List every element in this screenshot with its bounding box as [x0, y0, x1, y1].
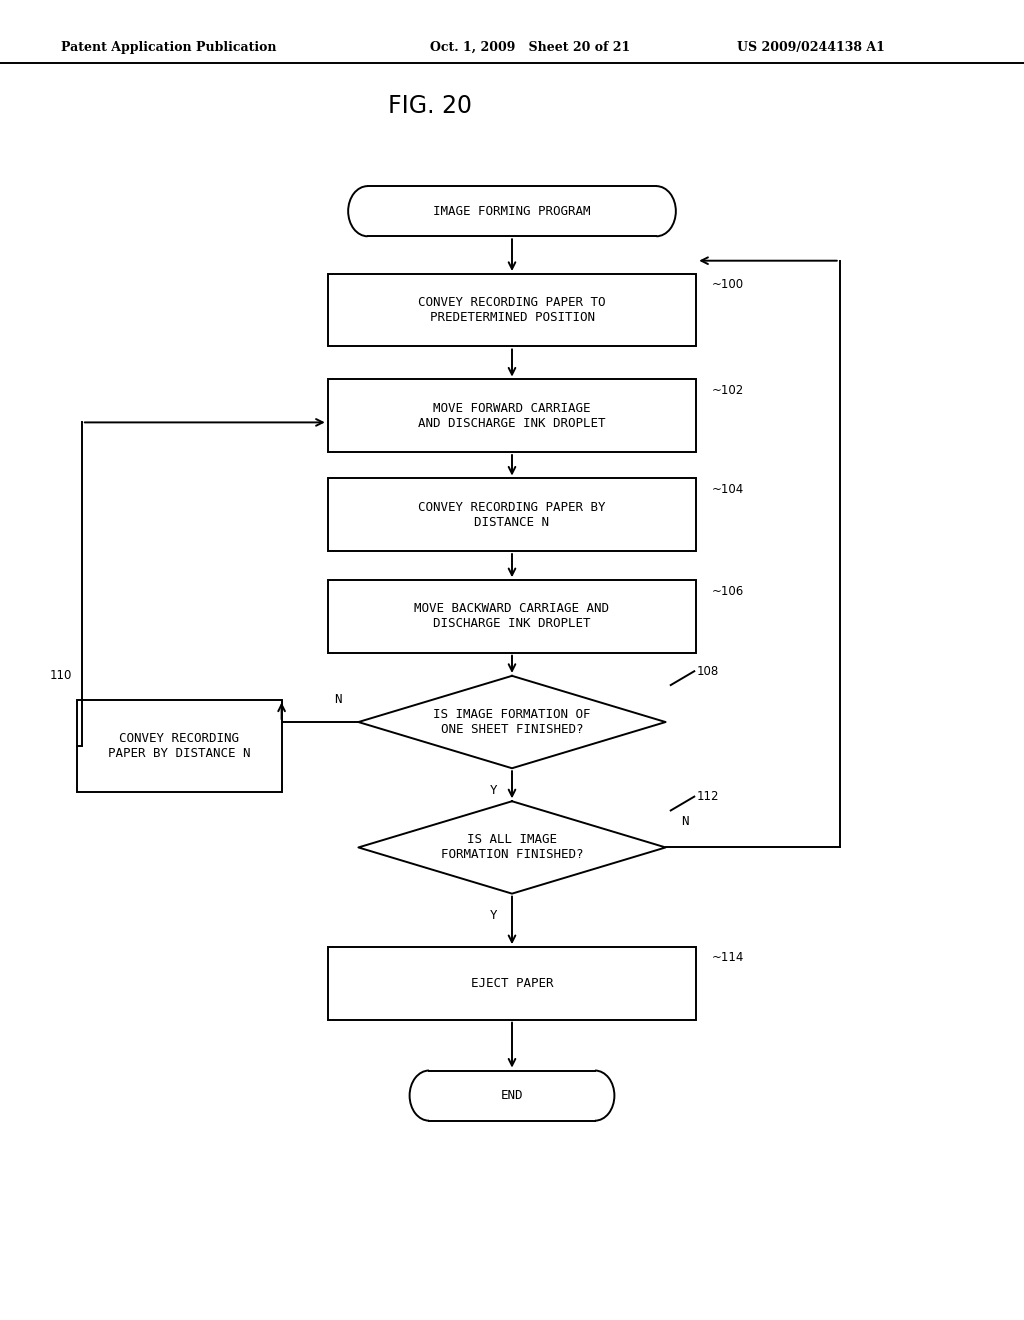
Text: ~104: ~104 — [712, 483, 743, 496]
Text: N: N — [334, 693, 342, 706]
Text: IS ALL IMAGE
FORMATION FINISHED?: IS ALL IMAGE FORMATION FINISHED? — [440, 833, 584, 862]
Text: MOVE BACKWARD CARRIAGE AND
DISCHARGE INK DROPLET: MOVE BACKWARD CARRIAGE AND DISCHARGE INK… — [415, 602, 609, 631]
Text: 108: 108 — [696, 665, 719, 677]
Text: ~100: ~100 — [712, 279, 743, 292]
Text: 110: 110 — [49, 669, 72, 682]
Text: ~114: ~114 — [712, 952, 744, 965]
Text: Patent Application Publication: Patent Application Publication — [61, 41, 276, 54]
Text: IS IMAGE FORMATION OF
ONE SHEET FINISHED?: IS IMAGE FORMATION OF ONE SHEET FINISHED… — [433, 708, 591, 737]
Bar — [328, 479, 696, 552]
Bar — [328, 379, 696, 451]
Text: CONVEY RECORDING PAPER BY
DISTANCE N: CONVEY RECORDING PAPER BY DISTANCE N — [418, 500, 606, 529]
Bar — [328, 273, 696, 346]
Bar — [328, 579, 696, 652]
Text: FIG. 20: FIG. 20 — [388, 94, 472, 117]
Text: Oct. 1, 2009   Sheet 20 of 21: Oct. 1, 2009 Sheet 20 of 21 — [430, 41, 631, 54]
Text: 112: 112 — [696, 791, 719, 803]
Text: N: N — [681, 814, 688, 828]
Text: CONVEY RECORDING
PAPER BY DISTANCE N: CONVEY RECORDING PAPER BY DISTANCE N — [108, 731, 251, 760]
Text: CONVEY RECORDING PAPER TO
PREDETERMINED POSITION: CONVEY RECORDING PAPER TO PREDETERMINED … — [418, 296, 606, 325]
Bar — [328, 948, 696, 1019]
Text: IMAGE FORMING PROGRAM: IMAGE FORMING PROGRAM — [433, 205, 591, 218]
Text: ~102: ~102 — [712, 384, 743, 397]
Text: EJECT PAPER: EJECT PAPER — [471, 977, 553, 990]
Text: US 2009/0244138 A1: US 2009/0244138 A1 — [737, 41, 885, 54]
Text: END: END — [501, 1089, 523, 1102]
Text: MOVE FORWARD CARRIAGE
AND DISCHARGE INK DROPLET: MOVE FORWARD CARRIAGE AND DISCHARGE INK … — [418, 401, 606, 430]
Bar — [77, 700, 282, 792]
Text: ~106: ~106 — [712, 585, 743, 598]
Text: Y: Y — [489, 909, 498, 923]
Text: Y: Y — [489, 784, 498, 797]
